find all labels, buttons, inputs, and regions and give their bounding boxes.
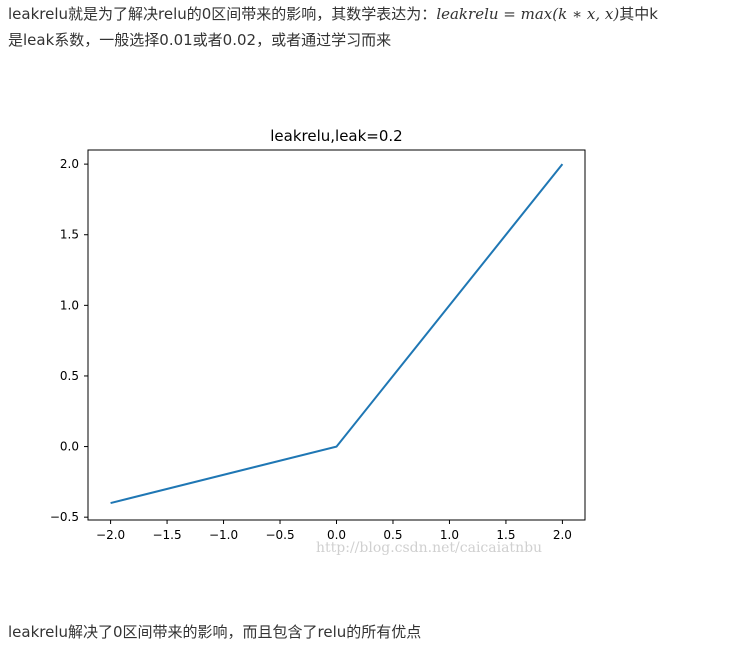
y-tick-label: 0.0	[60, 440, 79, 454]
chart-series	[110, 163, 564, 505]
intro-text-end: 其中k	[619, 5, 658, 23]
x-tick-label: −1.0	[209, 528, 238, 542]
x-tick-label: 2.0	[553, 528, 572, 542]
intro-text-line2: 是leak系数，一般选择0.01或者0.02，或者通过学习而来	[8, 31, 392, 49]
leakrelu-chart: leakrelu,leak=0.2 −2.0 −1.5 −1.0 −0.5 0.0 0.5…	[50, 127, 586, 556]
y-axis-ticks: −0.5 0.0 0.5 1.0 1.5 2.0	[50, 157, 88, 524]
y-tick-label: 0.5	[60, 369, 79, 383]
y-tick-label: 2.0	[60, 157, 79, 171]
x-tick-label: −1.5	[152, 528, 181, 542]
plot-frame	[87, 149, 586, 521]
leakrelu-formula: leakrelu = max(k ∗ x, x)	[436, 5, 620, 23]
x-tick-label: −2.0	[96, 528, 125, 542]
x-tick-label: −0.5	[265, 528, 294, 542]
x-tick-label: 1.5	[496, 528, 515, 542]
intro-text-start: leakrelu就是为了解决relu的0区间带来的影响，其数学表达为：	[8, 5, 437, 23]
y-tick-label: 1.5	[60, 228, 79, 242]
chart-title: leakrelu,leak=0.2	[270, 127, 402, 145]
x-tick-label: 0.5	[383, 528, 402, 542]
x-axis-ticks: −2.0 −1.5 −1.0 −0.5 0.0 0.5 1.0 1.5 2.0	[96, 520, 572, 542]
y-tick-label: −0.5	[50, 510, 79, 524]
watermark-url: http://blog.csdn.net/caicaiatnbu	[316, 540, 542, 556]
x-tick-label: 1.0	[440, 528, 459, 542]
intro-paragraph: leakrelu就是为了解决relu的0区间带来的影响，其数学表达为：leakr…	[8, 1, 723, 53]
conclusion-paragraph: leakrelu解决了0区间带来的影响，而且包含了relu的所有优点	[8, 623, 422, 641]
leakrelu-series-line	[110, 163, 564, 505]
y-tick-label: 1.0	[60, 298, 79, 312]
x-tick-label: 0.0	[327, 528, 346, 542]
